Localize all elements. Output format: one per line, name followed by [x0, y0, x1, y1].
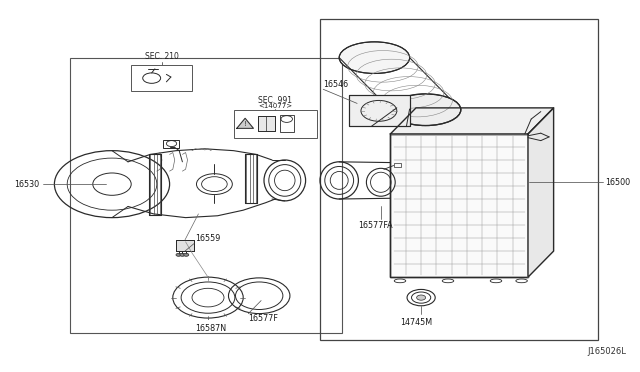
Text: SEC. 991: SEC. 991 [258, 96, 292, 105]
Bar [258, 116, 275, 131]
Text: 14745M: 14745M [400, 318, 432, 327]
Text: 16577FA: 16577FA [358, 221, 393, 230]
Text: 16500: 16500 [605, 178, 630, 187]
Text: J165026L: J165026L [587, 347, 626, 356]
Bar [70, 58, 342, 333]
Bar [234, 110, 317, 138]
Bar [163, 140, 179, 148]
Bar [176, 240, 194, 251]
Text: SEC. 210: SEC. 210 [145, 52, 179, 61]
Text: 16587N: 16587N [195, 324, 227, 333]
Bar [176, 240, 194, 251]
Polygon shape [528, 108, 554, 277]
Polygon shape [390, 108, 554, 134]
Polygon shape [237, 118, 253, 128]
Bar [280, 115, 294, 132]
Text: 16530: 16530 [14, 180, 39, 189]
Bar [258, 116, 275, 131]
Bar [390, 134, 528, 277]
Circle shape [417, 295, 426, 300]
Text: 16546: 16546 [323, 80, 348, 89]
Bar [394, 163, 401, 167]
Circle shape [184, 253, 189, 256]
Ellipse shape [390, 94, 461, 126]
Ellipse shape [339, 42, 410, 73]
Circle shape [176, 253, 181, 256]
Bar [131, 65, 192, 91]
Bar [320, 19, 598, 340]
Bar [349, 95, 410, 126]
Text: 16559: 16559 [195, 234, 221, 243]
Bar [349, 95, 410, 126]
Bar [390, 134, 528, 277]
Circle shape [180, 253, 185, 256]
Text: <14077>: <14077> [258, 103, 292, 109]
Text: 16577F: 16577F [248, 314, 278, 323]
Text: !: ! [244, 121, 246, 127]
